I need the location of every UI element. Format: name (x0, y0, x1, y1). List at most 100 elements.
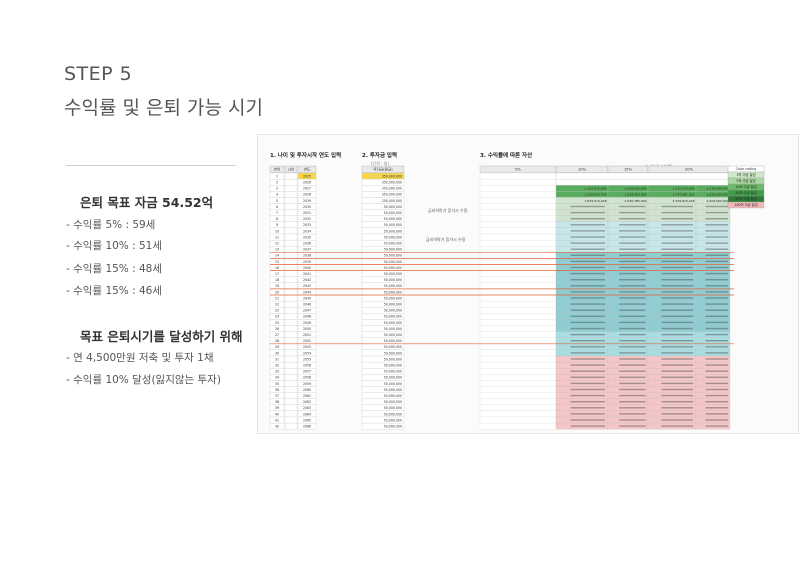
spreadsheet-screenshot: 1. 나이 및 투자시작 연도 입력 2. 투자금 입력 3. 수익률에 따른 … (257, 134, 799, 434)
asset-value-blur (705, 394, 728, 397)
sheet-cell (284, 355, 298, 363)
row-index: 35 (275, 382, 279, 386)
sheet-cell (284, 343, 298, 351)
sheet-cell (284, 294, 298, 302)
row-index: 22 (275, 303, 279, 307)
sheet-cell (479, 294, 557, 302)
row-index: 13 (275, 248, 279, 252)
asset-value-blur (570, 419, 605, 421)
row-index: 32 (275, 364, 279, 368)
sheet-cell (479, 349, 557, 357)
asset-value-blur (570, 321, 605, 324)
sheet-cell (284, 258, 298, 265)
asset-value-blur (619, 346, 646, 348)
asset-value-blur (705, 230, 728, 232)
asset-value-blur (661, 291, 694, 293)
row-year: 2035 (303, 235, 311, 239)
asset-value-blur (705, 260, 728, 263)
asset-value-blur (619, 425, 646, 427)
sheet-cell (284, 398, 298, 405)
page-subtitle: 수익률 및 은퇴 가능 시기 (64, 97, 263, 119)
asset-value-blur (661, 242, 694, 244)
sheet-cell (479, 386, 557, 393)
asset-value-blur (570, 407, 605, 409)
sheet-cell (479, 410, 557, 418)
asset-value-blur (705, 272, 728, 275)
sheet-cell (479, 172, 557, 180)
sheet-cell (269, 422, 285, 430)
asset-value-blur (570, 340, 605, 342)
sheet-cell (284, 307, 298, 314)
asset-value-blur (661, 303, 694, 305)
asset-value-blur (705, 297, 728, 299)
row-year: 2043 (303, 284, 311, 288)
row-year: 2051 (303, 333, 311, 337)
invest-value: 50,000,000 (384, 327, 402, 331)
invest-value: 50,000,000 (384, 254, 402, 258)
sheet-cell (284, 331, 298, 338)
invest-value: 50,000,000 (384, 382, 402, 386)
sheet-cell (284, 252, 298, 259)
asset-value-blur (705, 370, 728, 372)
asset-value-blur (619, 279, 646, 281)
row-index: 10 (275, 229, 279, 233)
asset-value-blur (661, 407, 694, 409)
asset-value-blur (619, 224, 646, 226)
asset-value-blur (661, 364, 694, 366)
invest-value: 50,000,000 (384, 223, 402, 227)
asset-value-blur (570, 254, 605, 256)
sheet-cell (284, 282, 298, 290)
invest-value: 50,000,000 (384, 418, 402, 422)
invest-value: 50,000,000 (384, 388, 402, 392)
asset-value-blur (570, 382, 605, 385)
invest-value: 350,000,000 (382, 193, 402, 197)
asset-value-blur (619, 413, 646, 415)
sheet-cell (284, 270, 298, 277)
asset-value-blur (619, 364, 646, 366)
asset-value-blur (619, 266, 646, 269)
row-year: 2061 (303, 394, 311, 398)
asset-value-blur (661, 346, 694, 348)
asset-value-blur (661, 205, 694, 208)
goal-item-5: - 수익률 5% : 59세 (66, 219, 156, 231)
asset-value-blur (570, 394, 605, 397)
asset-value-blur (619, 254, 646, 256)
sheet-cell (284, 410, 298, 418)
invest-value: 50,000,000 (384, 266, 402, 270)
row-index: 30 (275, 351, 279, 355)
asset-value-blur (570, 425, 605, 427)
asset-value-blur (705, 419, 728, 421)
invest-value: 50,000,000 (384, 272, 402, 276)
step-title: STEP 5 (64, 63, 133, 85)
row-year: 2062 (303, 400, 311, 404)
asset-value-blur (705, 401, 728, 403)
asset-value-blur (705, 388, 728, 391)
asset-value-blur (705, 315, 728, 317)
sheet-cell (479, 313, 557, 320)
asset-value-blur (570, 309, 605, 311)
sheet-cell (479, 197, 557, 204)
asset-value-blur (570, 370, 605, 372)
row-year: 2041 (303, 272, 311, 276)
legend-header: Color coding (736, 167, 757, 171)
sheet-cell (479, 282, 557, 290)
sheet-cell (284, 227, 298, 235)
asset-value-blur (661, 340, 694, 342)
asset-value-blur (705, 279, 728, 281)
sheet-cell (479, 307, 557, 314)
row-year: 2031 (303, 211, 311, 215)
row-year: 2049 (303, 321, 311, 325)
sheet-cell (284, 404, 298, 412)
row-year: 2058 (303, 376, 311, 380)
sheet-cell (479, 221, 557, 229)
asset-value: 1,624,350,000 (625, 193, 647, 197)
row-year: 2048 (303, 315, 311, 319)
invest-value: 50,000,000 (384, 278, 402, 282)
section1-label: 1. 나이 및 투자시작 연도 입력 (270, 151, 341, 159)
asset-value-blur (570, 303, 605, 305)
legend-label: 30억 이상 달성 (735, 190, 756, 195)
sheet-cell (479, 398, 557, 405)
asset-value-blur (619, 388, 646, 391)
row-index: 18 (275, 278, 279, 282)
row-index: 38 (275, 400, 279, 404)
